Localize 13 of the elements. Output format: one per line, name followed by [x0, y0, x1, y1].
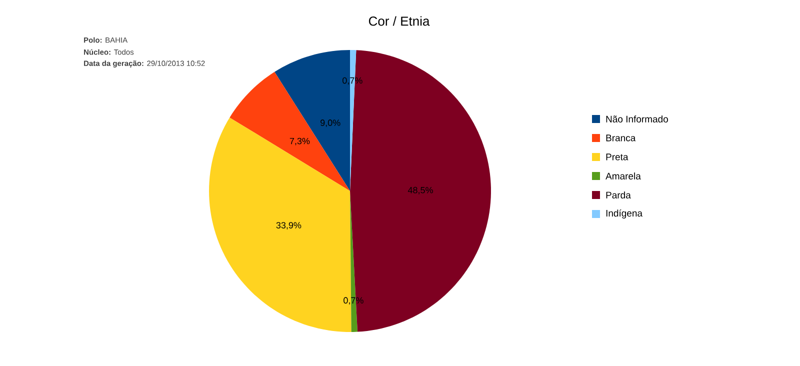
- legend-label: Indígena: [606, 210, 643, 218]
- data-label: 7,3%: [290, 138, 310, 146]
- data-label: 9,0%: [320, 120, 340, 127]
- data-label: 0,7%: [344, 297, 364, 305]
- legend-label: Não Informado: [606, 116, 668, 122]
- legend-label: Preta: [606, 154, 628, 160]
- legend-label: Parda: [606, 192, 631, 198]
- data-label: 0,7%: [342, 77, 362, 85]
- legend-label: Branca: [606, 134, 636, 142]
- data-label: 48,5%: [408, 186, 433, 194]
- data-label: 33,9%: [276, 222, 302, 230]
- legend-label: Amarela: [606, 172, 641, 180]
- chart-title: Cor / Etnia: [368, 16, 430, 26]
